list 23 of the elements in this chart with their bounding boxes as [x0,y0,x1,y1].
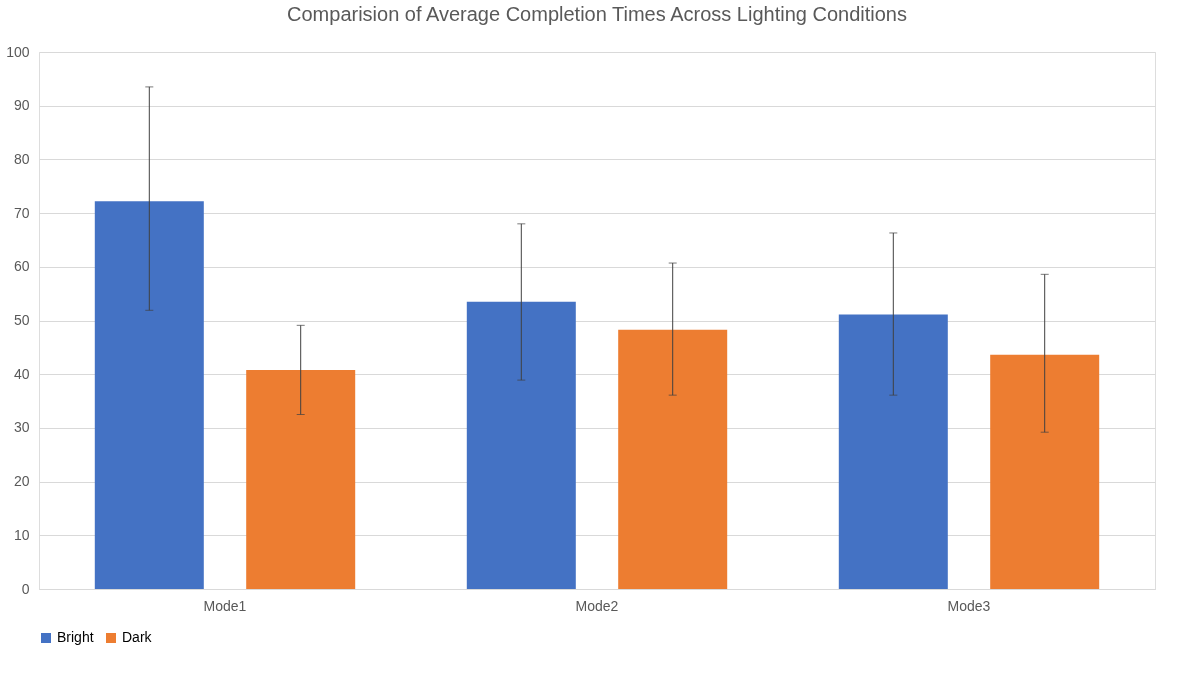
y-tick-label: 20 [13,473,30,490]
y-tick-label: 50 [13,312,30,328]
y-tick-label: 90 [13,97,30,114]
y-tick-label: 60 [13,258,30,275]
y-tick-label: 0 [21,580,30,597]
bar [466,301,576,589]
y-tick-label: 10 [13,526,30,543]
y-tick-label: 80 [13,150,30,167]
x-tick-label: Mode1 [203,597,247,614]
legend-label: Bright [57,629,94,645]
bar [990,354,1100,589]
bar [94,201,204,589]
bar [246,369,356,589]
x-tick-label: Mode3 [947,597,991,614]
y-tick-label: 100 [6,43,30,60]
y-tick-label: 30 [13,419,30,436]
x-tick-label: Mode2 [575,597,619,614]
y-tick-label: 70 [13,204,30,221]
bar [838,314,948,589]
bar [618,329,728,589]
chart-title: Comparision of Average Completion Times Across Lighting Conditions [287,3,907,25]
y-tick-label: 40 [13,365,30,382]
legend-label: Dark [122,629,153,645]
